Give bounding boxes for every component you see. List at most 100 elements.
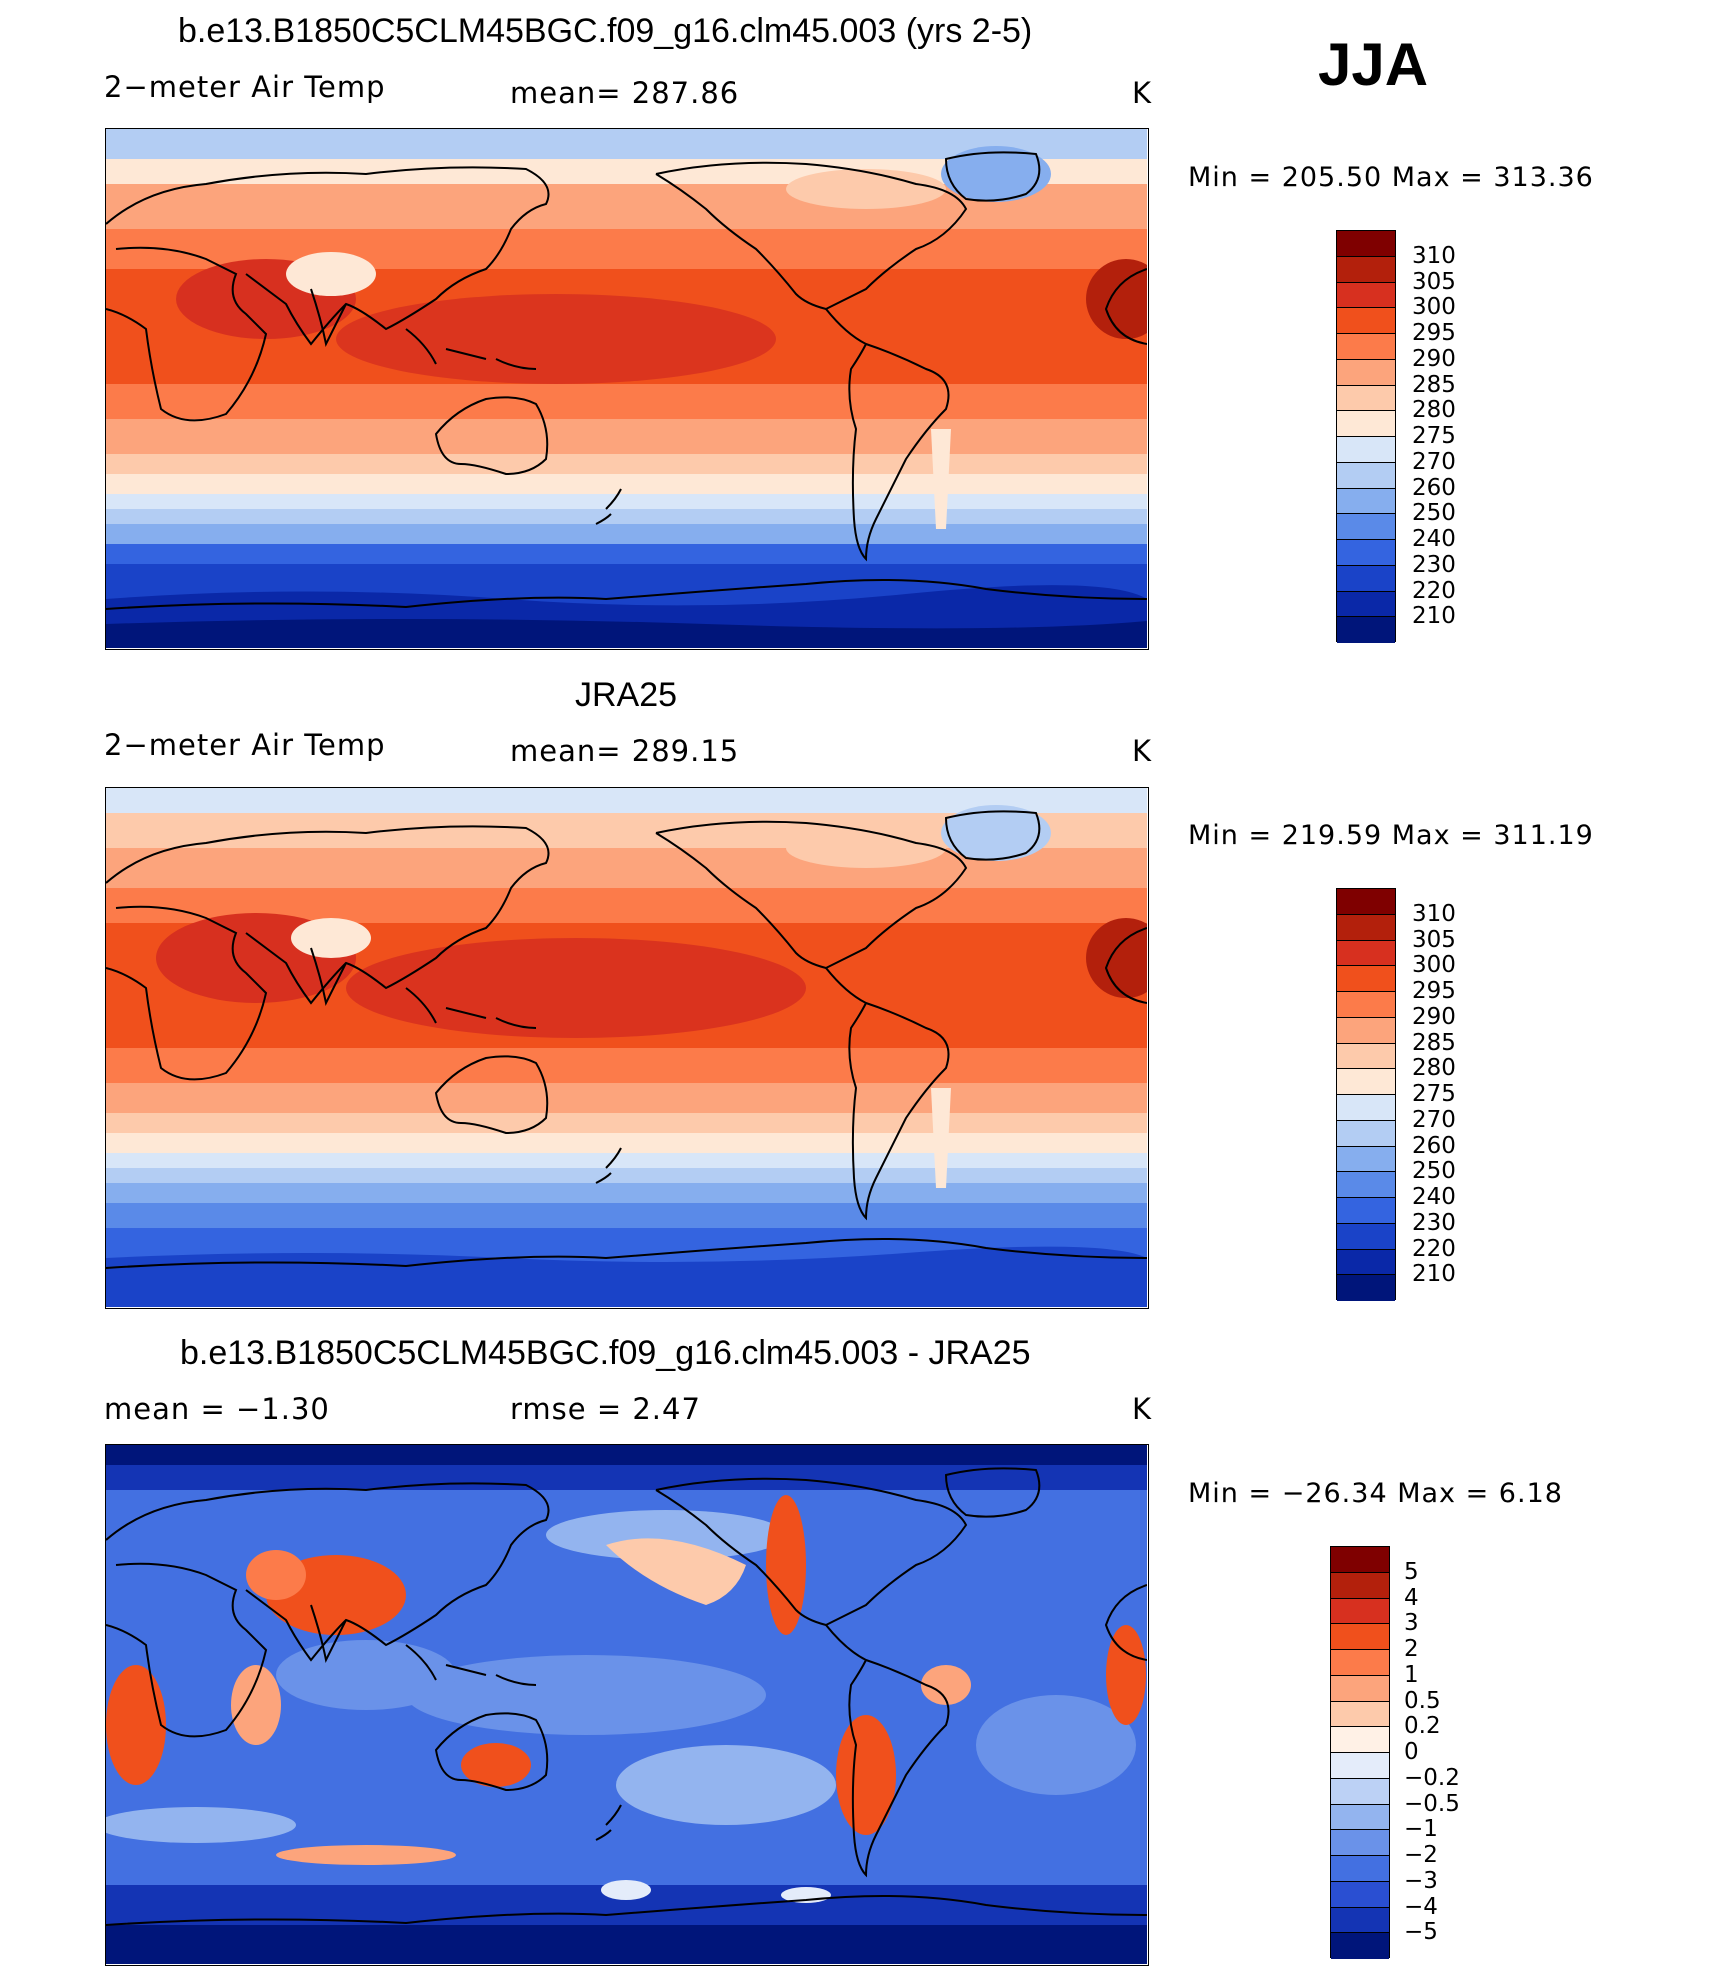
panel-1-minmax: Min = 205.50 Max = 313.36 [1188,162,1594,193]
colorbar-swatch [1337,231,1395,257]
colorbar-tick-label: 260 [1412,474,1456,501]
colorbar-tick-label: 4 [1404,1584,1419,1611]
colorbar-tick-label: 275 [1412,1081,1456,1107]
colorbar-swatch [1337,1095,1395,1121]
colorbar-tick-label: 305 [1412,926,1456,953]
colorbar-swatch [1331,1830,1389,1856]
colorbar-swatch [1331,1701,1389,1728]
panel-2-colorbar [1336,888,1396,1301]
colorbar-swatch [1331,1778,1389,1805]
colorbar-tick-label: 210 [1412,1261,1456,1288]
colorbar-tick-label: 280 [1412,1055,1456,1082]
colorbar-swatch [1337,359,1395,386]
colorbar-swatch [1337,385,1395,412]
colorbar-swatch [1331,1907,1389,1934]
colorbar-tick-label: 2 [1404,1636,1419,1662]
colorbar-tick-label: 240 [1412,526,1456,552]
panel-1-colorbar [1336,230,1396,643]
colorbar-swatch [1337,914,1395,941]
colorbar-tick-label: 295 [1412,978,1456,1004]
panel-3-units: K [1132,1392,1153,1426]
panel-1-mean-label: mean= 287.86 [510,76,740,110]
panel-3-rmse-label: rmse = 2.47 [510,1392,701,1426]
colorbar-tick-label: 220 [1412,577,1456,604]
colorbar-swatch [1331,1881,1389,1908]
colorbar-tick-label: 275 [1412,423,1456,449]
colorbar-swatch [1337,411,1395,437]
colorbar-tick-label: 210 [1412,603,1456,630]
colorbar-tick-label: 0 [1404,1739,1419,1765]
panel-3-map [105,1444,1149,1966]
colorbar-swatch [1331,1547,1389,1573]
colorbar-tick-label: −2 [1404,1842,1438,1868]
colorbar-tick-label: 240 [1412,1184,1456,1210]
colorbar-tick-label: 300 [1412,294,1456,321]
colorbar-tick-label: 310 [1412,242,1456,269]
colorbar-tick-label: 260 [1412,1132,1456,1159]
panel-1-units: K [1132,76,1153,110]
panel-1-map [105,128,1149,650]
colorbar-tick-label: 285 [1412,371,1456,398]
colorbar-tick-label: 0.5 [1404,1687,1441,1714]
colorbar-swatch [1337,591,1395,618]
colorbar-tick-label: 290 [1412,345,1456,372]
panel-3-minmax: Min = −26.34 Max = 6.18 [1188,1478,1563,1509]
colorbar-swatch [1331,1727,1389,1753]
colorbar-tick-label: 310 [1412,900,1456,927]
panel-2-map [105,787,1149,1309]
colorbar-swatch [1331,1598,1389,1625]
colorbar-swatch [1331,1572,1389,1599]
colorbar-swatch [1337,462,1395,489]
colorbar-tick-label: 220 [1412,1235,1456,1262]
colorbar-swatch [1337,1146,1395,1173]
panel-3-title: b.e13.B1850C5CLM45BGC.f09_g16.clm45.003 … [180,1334,1031,1372]
colorbar-tick-label: 270 [1412,448,1456,475]
panel-2-minmax: Min = 219.59 Max = 311.19 [1188,820,1594,851]
colorbar-swatch [1331,1650,1389,1676]
colorbar-tick-label: 5 [1404,1558,1419,1585]
colorbar-swatch [1337,256,1395,283]
colorbar-tick-label: 295 [1412,320,1456,346]
colorbar-tick-label: 280 [1412,397,1456,424]
colorbar-swatch [1337,282,1395,309]
colorbar-tick-label: −1 [1404,1816,1438,1843]
colorbar-swatch [1337,1198,1395,1224]
colorbar-tick-label: 270 [1412,1106,1456,1133]
panel-2-variable-label: 2−meter Air Temp [104,728,386,762]
colorbar-swatch [1337,966,1395,992]
colorbar-tick-label: 1 [1404,1661,1419,1688]
colorbar-swatch [1337,1069,1395,1095]
colorbar-swatch [1337,565,1395,592]
colorbar-swatch [1331,1753,1389,1779]
colorbar-tick-label: 250 [1412,500,1456,527]
colorbar-tick-label: 305 [1412,268,1456,295]
colorbar-tick-label: 3 [1404,1610,1419,1637]
colorbar-swatch [1331,1933,1389,1959]
colorbar-swatch [1337,540,1395,566]
panel-2-title: JRA25 [575,676,678,714]
colorbar-swatch [1331,1675,1389,1702]
colorbar-swatch [1331,1856,1389,1882]
panel-3-mean-label: mean = −1.30 [104,1392,330,1426]
colorbar-swatch [1337,308,1395,334]
panel-2-mean-label: mean= 289.15 [510,734,740,768]
colorbar-swatch [1331,1624,1389,1650]
colorbar-swatch [1337,1017,1395,1044]
panel-2-units: K [1132,734,1153,768]
colorbar-tick-label: −5 [1404,1919,1438,1946]
colorbar-swatch [1337,1223,1395,1250]
colorbar-swatch [1331,1804,1389,1831]
colorbar-swatch [1337,940,1395,967]
season-label: JJA [1318,31,1429,98]
colorbar-tick-label: 285 [1412,1029,1456,1056]
colorbar-tick-label: 290 [1412,1003,1456,1030]
colorbar-swatch [1337,1120,1395,1147]
colorbar-tick-label: 250 [1412,1158,1456,1185]
colorbar-swatch [1337,889,1395,915]
colorbar-tick-label: −0.2 [1404,1764,1460,1791]
colorbar-tick-label: −3 [1404,1867,1438,1894]
colorbar-swatch [1337,617,1395,643]
colorbar-tick-label: −4 [1404,1893,1438,1920]
colorbar-swatch [1337,1043,1395,1070]
colorbar-tick-label: 0.2 [1404,1713,1441,1740]
